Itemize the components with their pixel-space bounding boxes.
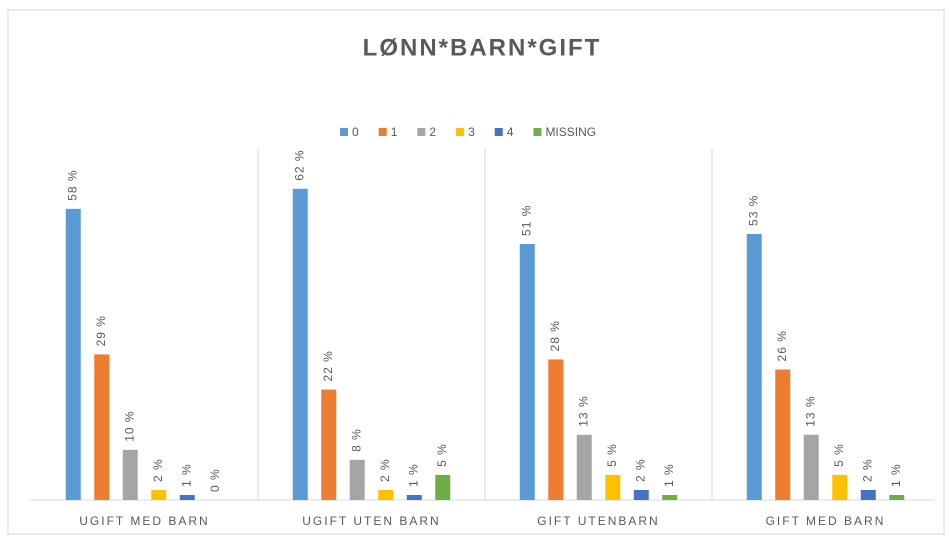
bar [406, 494, 422, 500]
bar [435, 474, 451, 500]
bar [349, 459, 365, 500]
value-label: 2 % [860, 458, 874, 482]
bar [94, 354, 110, 500]
bar [832, 474, 848, 500]
legend-label: 4 [507, 125, 514, 139]
value-label: 5 % [435, 443, 449, 467]
value-label: 28 % [548, 320, 562, 351]
value-label: 13 % [803, 395, 817, 426]
legend-label: 1 [391, 125, 398, 139]
legend-label: MISSING [545, 125, 596, 139]
legend-swatch [417, 128, 426, 136]
bar [605, 474, 621, 500]
value-label: 10 % [122, 410, 136, 441]
value-label: 53 % [746, 195, 760, 226]
value-label: 5 % [832, 443, 846, 467]
value-label: 13 % [576, 395, 590, 426]
bar [633, 489, 649, 500]
value-label: 2 % [151, 458, 165, 482]
value-label: 2 % [633, 458, 647, 482]
bar [548, 359, 564, 500]
legend-swatch [340, 128, 348, 136]
bar [860, 489, 876, 500]
x-tick-label: UGIFT UTEN BARN [302, 514, 440, 528]
bar [292, 188, 308, 500]
bar [803, 434, 819, 500]
legend-label: 2 [429, 125, 436, 139]
legend-swatch [456, 128, 465, 136]
value-label: 8 % [349, 428, 363, 452]
bar [65, 208, 81, 500]
bar [519, 243, 535, 501]
bar [179, 494, 195, 500]
chart-title: LØNN*BARN*GIFT [363, 34, 602, 61]
legend-label: 3 [468, 125, 475, 139]
bar [378, 489, 394, 500]
legend-swatch [494, 128, 503, 136]
legend-label: 0 [352, 125, 359, 139]
bar [576, 434, 592, 500]
x-tick-label: GIFT MED BARN [766, 514, 886, 528]
x-tick-label: GIFT UTENBARN [537, 514, 659, 528]
legend-swatch [378, 128, 387, 136]
value-label: 26 % [775, 330, 789, 361]
bar [662, 494, 678, 500]
value-label: 1 % [889, 463, 903, 487]
value-label: 1 % [406, 463, 420, 487]
value-label: 58 % [65, 169, 79, 200]
bar [775, 369, 791, 500]
bar [889, 494, 905, 500]
value-label: 62 % [292, 149, 306, 180]
bar [122, 449, 138, 500]
value-label: 0 % [208, 468, 222, 492]
value-label: 5 % [605, 443, 619, 467]
chart-frame [7, 9, 945, 535]
value-label: 51 % [519, 205, 533, 236]
value-label: 22 % [321, 350, 335, 381]
value-label: 1 % [662, 463, 676, 487]
value-label: 2 % [378, 458, 392, 482]
bar [151, 489, 167, 500]
bar [746, 233, 762, 500]
value-label: 1 % [179, 463, 193, 487]
bar [321, 389, 337, 500]
value-label: 29 % [94, 315, 108, 346]
legend-swatch [533, 128, 542, 136]
x-tick-label: UGIFT MED BARN [79, 514, 209, 528]
